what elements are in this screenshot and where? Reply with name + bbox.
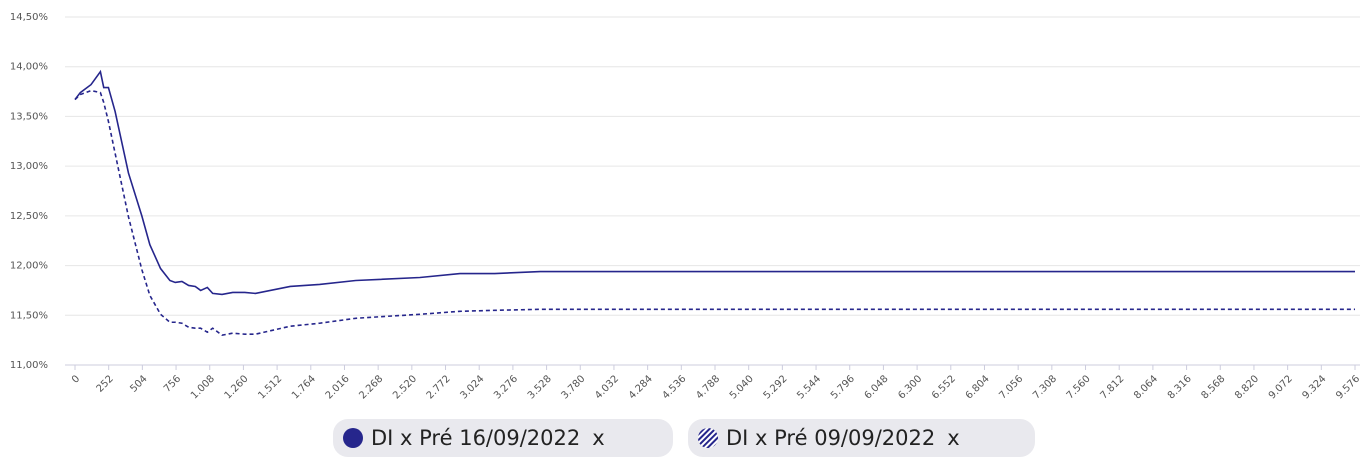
legend-marker: [698, 428, 718, 448]
x-tick-label: 7.560: [1065, 373, 1093, 401]
x-tick-label: 252: [95, 373, 116, 394]
y-tick-label: 13,50%: [10, 111, 48, 122]
x-tick-label: 5.292: [762, 373, 790, 401]
x-tick-label: 5.040: [728, 373, 756, 401]
x-tick-label: 2.520: [391, 373, 419, 401]
x-tick-label: 0: [70, 373, 82, 385]
x-tick-label: 8.064: [1132, 373, 1160, 401]
x-tick-label: 7.056: [997, 373, 1025, 401]
legend-close[interactable]: x: [592, 426, 604, 450]
x-tick-label: 4.788: [694, 373, 722, 401]
legend-button[interactable]: [333, 419, 673, 457]
x-tick-label: 1.260: [223, 373, 251, 401]
x-tick-label: 8.568: [1199, 373, 1227, 401]
x-tick-label: 7.812: [1098, 373, 1126, 401]
x-tick-label: 3.024: [458, 373, 486, 401]
y-tick-label: 11,00%: [10, 360, 48, 371]
legend-close[interactable]: x: [947, 426, 959, 450]
x-tick-label: 4.032: [593, 373, 621, 401]
x-tick-label: 1.008: [189, 373, 217, 401]
x-tick-label: 6.048: [863, 373, 891, 401]
x-tick-label: 1.764: [290, 373, 318, 401]
x-tick-label: 9.072: [1267, 373, 1295, 401]
legend-label: DI x Pré 09/09/2022 x: [726, 426, 960, 450]
x-tick-label: 3.276: [492, 373, 520, 401]
y-tick-label: 11,50%: [10, 310, 48, 321]
x-tick-label: 9.576: [1334, 373, 1362, 401]
legend-marker: [343, 428, 363, 448]
x-tick-label: 1.512: [256, 373, 284, 401]
x-tick-label: 3.780: [559, 373, 587, 401]
x-tick-label: 9.324: [1301, 373, 1329, 401]
x-tick-label: 2.016: [324, 373, 352, 401]
legend-name: DI x Pré 16/09/2022: [371, 426, 580, 450]
x-tick-label: 6.552: [930, 373, 958, 401]
series-line: [74, 89, 1355, 337]
legend-button[interactable]: [688, 419, 1035, 457]
y-tick-label: 14,50%: [10, 12, 48, 23]
legend-name: DI x Pré 09/09/2022: [726, 426, 935, 450]
legend-item[interactable]: DI x Pré 16/09/2022 x: [333, 419, 673, 457]
x-tick-label: 4.536: [661, 373, 689, 401]
y-tick-label: 12,00%: [10, 261, 48, 272]
x-tick-label: 4.284: [627, 373, 655, 401]
x-tick-label: 5.796: [829, 373, 857, 401]
x-tick-label: 8.820: [1233, 373, 1261, 401]
x-tick-label: 7.308: [1031, 373, 1059, 401]
y-tick-label: 14,00%: [10, 62, 48, 73]
x-tick-label: 756: [162, 373, 183, 394]
y-tick-label: 12,50%: [10, 211, 48, 222]
legend-item[interactable]: DI x Pré 09/09/2022 x: [688, 419, 1035, 457]
x-tick-label: 3.528: [526, 373, 554, 401]
x-tick-label: 8.316: [1166, 373, 1194, 401]
series-line: [74, 69, 1355, 296]
x-tick-label: 2.268: [357, 373, 385, 401]
x-tick-label: 6.300: [896, 373, 924, 401]
x-tick-label: 2.772: [425, 373, 453, 401]
legend-label: DI x Pré 16/09/2022 x: [371, 426, 605, 450]
x-tick-label: 504: [128, 373, 149, 394]
y-tick-label: 13,00%: [10, 161, 48, 172]
x-tick-label: 5.544: [795, 373, 823, 401]
x-tick-label: 6.804: [964, 373, 992, 401]
